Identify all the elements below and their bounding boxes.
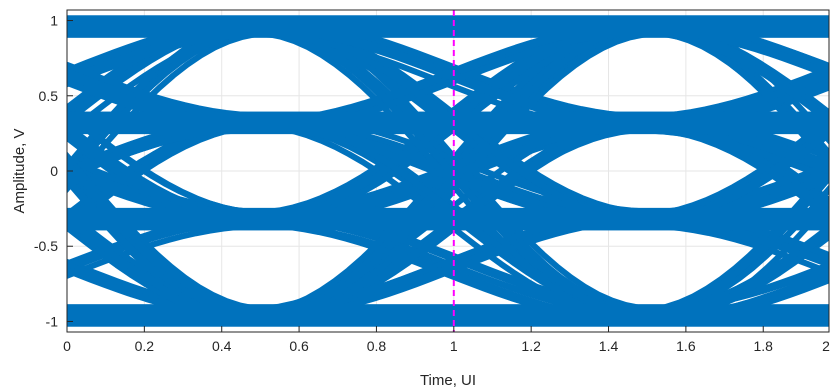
x-axis-label: Time, UI	[420, 372, 476, 389]
x-tick-label-2: 0.4	[212, 338, 232, 354]
y-tick-label-1: 0.5	[39, 88, 59, 104]
y-axis-label: Amplitude, V	[11, 128, 28, 213]
level-band-0	[67, 304, 829, 327]
x-tick-label-3: 0.6	[289, 338, 309, 354]
x-tick-label-4: 0.8	[367, 338, 387, 354]
level-band-3	[67, 15, 829, 38]
x-tick-label-8: 1.6	[676, 338, 696, 354]
y-tick-label-2: 0	[50, 163, 58, 179]
level-band-2	[67, 112, 829, 135]
y-tick-label-3: -0.5	[34, 238, 58, 254]
x-tick-label-9: 1.8	[754, 338, 774, 354]
y-tick-label-4: -1	[46, 313, 59, 329]
x-tick-label-10: 2	[822, 338, 830, 354]
x-tick-label-6: 1.2	[521, 338, 541, 354]
x-tick-label-0: 0	[63, 338, 71, 354]
level-band-1	[67, 208, 829, 231]
x-axis-ticks: 0 0.2 0.4 0.6 0.8 1 1.2 1.4 1.6 1.8 2	[63, 326, 830, 354]
y-tick-label-0: 1	[50, 13, 58, 29]
x-tick-label-7: 1.4	[599, 338, 619, 354]
x-tick-label-1: 0.2	[135, 338, 155, 354]
x-tick-label-5: 1	[450, 338, 458, 354]
